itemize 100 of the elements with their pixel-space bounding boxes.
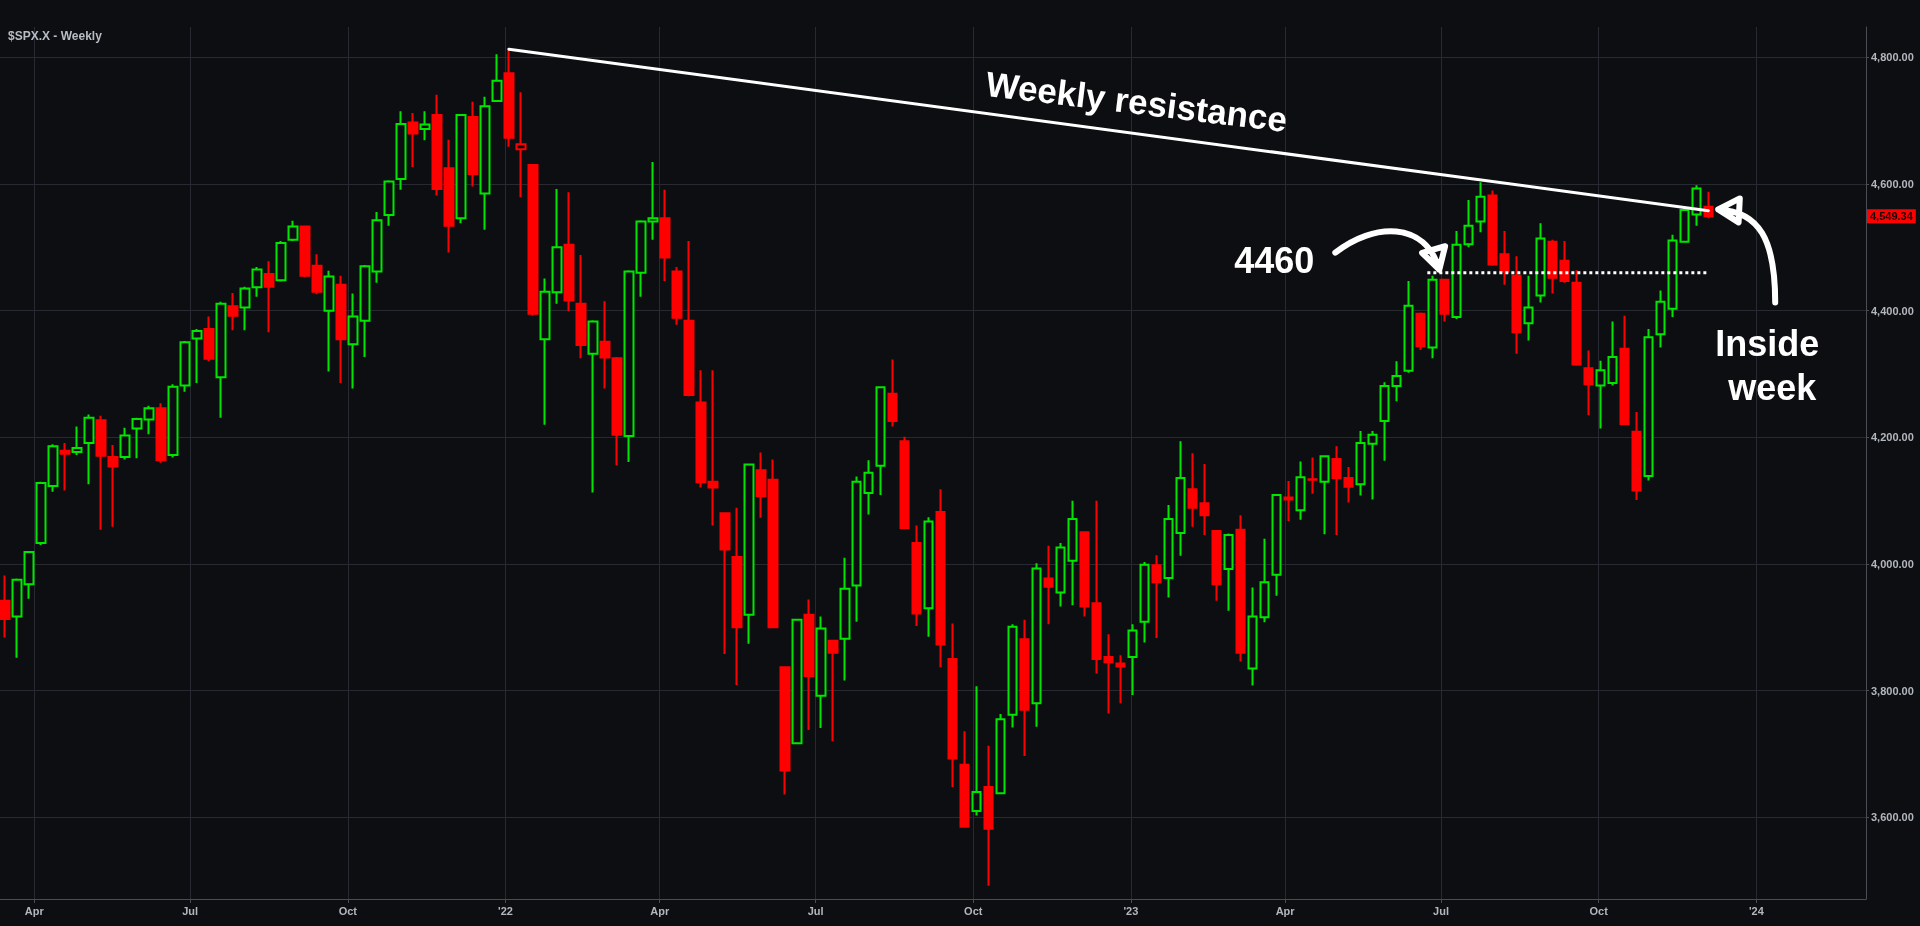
candlestick: [779, 665, 791, 796]
candlestick: [1307, 456, 1318, 495]
candlestick: [1031, 562, 1042, 728]
candlestick: [839, 556, 851, 682]
candlestick: [1163, 504, 1174, 599]
candlestick: [1379, 381, 1390, 462]
candlestick: [911, 524, 922, 628]
candlestick: [971, 685, 982, 817]
candlestick: [323, 269, 335, 373]
candlestick: [287, 219, 299, 243]
candlestick: [1403, 279, 1414, 374]
candlestick: [1559, 240, 1570, 284]
candlestick: [1655, 289, 1666, 349]
candlestick: [887, 358, 898, 428]
candlestick: [1007, 623, 1018, 729]
candlestick: [1439, 278, 1450, 323]
x-tick-label: Jul: [807, 904, 824, 917]
candlestick: [1451, 229, 1462, 320]
candlestick: [935, 488, 946, 669]
candlestick: [383, 179, 395, 227]
candlestick: [1079, 530, 1090, 618]
candlestick: [491, 53, 503, 103]
candlestick: [1583, 349, 1594, 417]
y-tick-label: 4,800.00: [1871, 51, 1914, 64]
candlestick: [827, 639, 839, 743]
x-tick-label: Apr: [1275, 904, 1296, 917]
candlestick: [1103, 633, 1114, 715]
candlestick: [479, 95, 491, 231]
x-tick-label: Jul: [182, 904, 199, 917]
candlestick: [1499, 229, 1510, 286]
annotation: Weekly resistance: [983, 63, 1290, 139]
candlestick: [1571, 269, 1582, 367]
x-tick-label: Apr: [24, 904, 45, 917]
x-tick-label: Apr: [650, 904, 670, 917]
candlestick: [227, 291, 239, 332]
candlestick: [983, 744, 994, 887]
candlestick: [263, 260, 275, 334]
candlestick: [1343, 466, 1354, 504]
candlestick: [1487, 189, 1498, 267]
candlestick: [1667, 233, 1678, 319]
candlestick: [1259, 537, 1270, 624]
candlestick: [1595, 359, 1606, 430]
candlestick: [1523, 274, 1534, 342]
candlestick: [1019, 618, 1030, 757]
candlestick: [1247, 586, 1258, 687]
candlestick: [335, 274, 347, 384]
candlestick: [1643, 328, 1654, 482]
y-tick-label: 4,400.00: [1871, 304, 1914, 317]
candlestick: [1607, 320, 1618, 387]
candlestick: [1355, 430, 1366, 497]
candlestick: [1199, 462, 1210, 536]
candlestick: [791, 618, 803, 745]
candlestick: [1475, 181, 1486, 234]
candlestick: [83, 413, 95, 486]
candlestick: [167, 383, 179, 459]
candlestick: [959, 730, 970, 829]
candlestick: [587, 319, 599, 494]
candlestick: [1511, 255, 1522, 355]
candlestick: [1127, 623, 1138, 697]
candlestick: [1187, 452, 1198, 528]
candlestick: [1295, 460, 1306, 521]
x-tick-label: Jul: [1433, 904, 1450, 917]
x-tick-label: '23: [1123, 904, 1139, 917]
candlestick: [215, 300, 227, 419]
candlestick: [407, 112, 419, 168]
candlestick: [515, 91, 527, 199]
annotation: 4460: [1234, 240, 1315, 282]
candlestick: [1619, 314, 1630, 426]
candlestick: [191, 328, 203, 384]
x-tick-label: '24: [1748, 904, 1765, 917]
candlestick: [851, 475, 862, 623]
candlestick: [71, 425, 83, 457]
candlestick: [59, 442, 71, 492]
candlestick: [455, 113, 467, 225]
candlestick: [239, 285, 251, 332]
candlestick: [275, 240, 287, 283]
candlestick: [1415, 311, 1426, 351]
candlestick: [947, 622, 958, 788]
candlestick: [1319, 454, 1330, 536]
candlestick: [203, 315, 215, 363]
candlestick: [1175, 440, 1186, 557]
candlestick: [1463, 198, 1474, 249]
annotation: Inside week: [1715, 322, 1830, 408]
candlestick: [1115, 654, 1126, 705]
candlestick: [1283, 480, 1294, 522]
candlestick: [1235, 514, 1246, 663]
candlestick: [575, 253, 587, 360]
candlestick: [1427, 274, 1438, 360]
candlestick: [419, 110, 431, 142]
candlestick: [1271, 493, 1282, 597]
candlestick: [815, 615, 827, 730]
candlestick: [1223, 532, 1234, 612]
candlestick: [803, 598, 815, 731]
candlestick: [0, 574, 11, 639]
candlestick: [899, 435, 910, 530]
candlestick: [683, 240, 695, 398]
x-tick-label: Oct: [964, 904, 983, 917]
chart-title: $SPX.X - Weekly: [8, 29, 103, 43]
candlestick: [1151, 554, 1162, 640]
candlestick: [155, 402, 167, 464]
